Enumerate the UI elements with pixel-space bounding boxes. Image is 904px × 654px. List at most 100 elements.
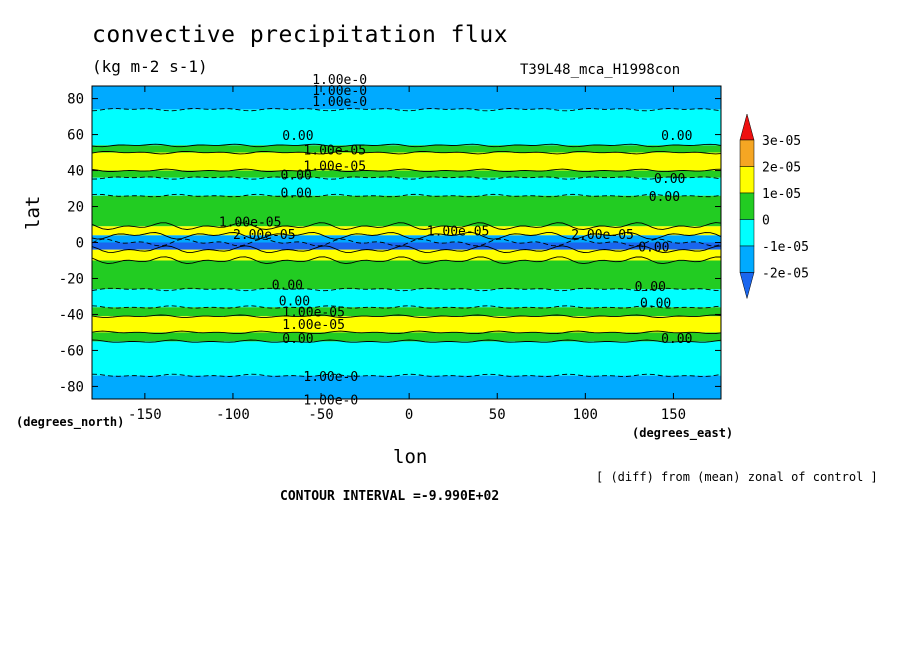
contour-line-5 (92, 193, 721, 198)
x-tick-label-5: 100 (573, 407, 598, 423)
x-axis-units-right: (degrees_east) (632, 426, 734, 440)
y-tick-label-4: 0 (76, 236, 84, 252)
contour-label-8: 0.00 (281, 187, 312, 202)
colorbar-segment-2 (739, 166, 755, 194)
contour-label-14: 2.00e-05 (571, 228, 634, 243)
contour-label-13: 1.00e-05 (427, 224, 490, 239)
contour-line-10 (92, 256, 721, 265)
colorbar-label-2: 1e-05 (762, 187, 801, 202)
colorbar-segment-5 (739, 245, 755, 273)
band-17 (92, 375, 721, 399)
x-axis-ticks: -150 -100 -50 0 50 100 150 (128, 86, 686, 423)
colorbar-label-1: 2e-05 (762, 161, 801, 176)
chart-units: (kg m-2 s-1) (92, 57, 208, 76)
contour-line-11 (92, 287, 721, 292)
contour-label-0: 1.00e-0 (312, 73, 367, 88)
band-7 (92, 226, 721, 236)
contour-label-18: 0.00 (635, 280, 666, 295)
x-tick-label-1: -100 (216, 407, 250, 423)
colorbar-label-5: -2e-05 (762, 267, 809, 282)
contour-line-1 (92, 143, 721, 148)
contour-label-12: 2.00e-05 (233, 228, 296, 243)
contour-label-20: 1.00e-05 (282, 305, 345, 320)
colorbar-segment-3 (739, 192, 755, 220)
contour-line-8 (92, 238, 721, 247)
x-tick-label-0: -150 (128, 407, 162, 423)
contour-labels: 1.00e-01.00e-01.00e-00.00 0.001.00e-051.0… (219, 73, 693, 408)
contour-label-2: 1.00e-0 (312, 95, 367, 110)
colorbar: 3e-05 2e-05 1e-05 0 -1e-05 -2e-05 (739, 113, 809, 300)
contour-label-4: 0.00 (661, 129, 692, 144)
x-tick-label-6: 150 (661, 407, 686, 423)
band-16 (92, 341, 721, 376)
colorbar-segment-6 (739, 272, 755, 300)
band-4 (92, 170, 721, 178)
contour-label-17: 0.00 (279, 294, 310, 309)
band-14 (92, 316, 721, 333)
band-6 (92, 195, 721, 227)
contour-line-9 (92, 245, 721, 253)
chart-title: convective precipitation flux (92, 22, 509, 48)
contour-line-0 (92, 108, 721, 112)
colorbar-label-3: 0 (762, 214, 770, 229)
y-tick-label-2: -40 (59, 307, 84, 323)
x-tick-label-2: -50 (308, 407, 333, 423)
y-tick-label-7: 60 (67, 128, 84, 144)
contour-line-2 (92, 150, 721, 155)
contour-label-21: 1.00e-05 (282, 318, 345, 333)
contour-line-15 (92, 339, 721, 343)
x-tick-label-3: 0 (405, 407, 413, 423)
contour-label-25: 1.00e-0 (303, 393, 358, 408)
contour-label-1: 1.00e-0 (312, 84, 367, 99)
contour-label-7: 0.00 (281, 169, 312, 184)
colorbar-label-4: -1e-05 (762, 240, 809, 255)
contour-label-3: 0.00 (282, 129, 313, 144)
band-13 (92, 307, 721, 317)
y-axis-label: lat (22, 195, 44, 230)
contour-line-6 (92, 222, 721, 230)
band-10 (92, 249, 721, 261)
contour-label-6: 1.00e-05 (303, 160, 366, 175)
contour-label-24: 1.00e-0 (303, 370, 358, 385)
contour-lines (92, 108, 721, 377)
contour-line-14 (92, 330, 721, 335)
band-1 (92, 109, 721, 146)
band-2 (92, 145, 721, 153)
x-axis-label: lon (393, 446, 428, 468)
y-tick-label-3: -20 (59, 271, 84, 287)
contour-label-19: 0.00 (640, 296, 671, 311)
y-tick-label-0: -80 (59, 379, 84, 395)
contour-label-10: 0.00 (649, 190, 680, 205)
x-tick-label-4: 50 (489, 407, 506, 423)
contour-label-16: 0.00 (272, 278, 303, 293)
y-tick-label-8: 80 (67, 92, 84, 108)
contour-line-7 (92, 232, 721, 240)
contour-interval: CONTOUR INTERVAL =-9.990E+02 (280, 489, 500, 504)
band-11 (92, 260, 721, 290)
y-tick-label-6: 40 (67, 164, 84, 180)
contour-label-11: 1.00e-05 (219, 215, 282, 230)
comparison-note: [ (diff) from (mean) zonal of control ] (596, 470, 878, 484)
y-axis-ticks: -80 -60 -40 -20 0 20 40 60 80 (59, 92, 721, 395)
contour-line-3 (92, 168, 721, 173)
colorbar-segment-4 (739, 219, 755, 247)
contour-line-13 (92, 314, 721, 318)
colorbar-label-0: 3e-05 (762, 134, 801, 149)
colorbar-segment-0 (739, 113, 755, 141)
contour-label-5: 1.00e-05 (303, 143, 366, 158)
band-15 (92, 332, 721, 342)
contour-label-23: 0.00 (661, 332, 692, 347)
y-tick-label-5: 20 (67, 200, 84, 216)
run-name: T39L48_mca_H1998con (520, 62, 681, 78)
y-tick-label-1: -60 (59, 343, 84, 359)
band-5 (92, 177, 721, 196)
band-12 (92, 289, 721, 308)
x-axis-units-left: (degrees_north) (16, 415, 125, 429)
band-3 (92, 152, 721, 171)
contour-line-16 (92, 373, 721, 377)
contour-line-12 (92, 305, 721, 309)
band-8 (92, 235, 721, 243)
contour-label-22: 0.00 (282, 332, 313, 347)
colorbar-segment-1 (739, 139, 755, 167)
